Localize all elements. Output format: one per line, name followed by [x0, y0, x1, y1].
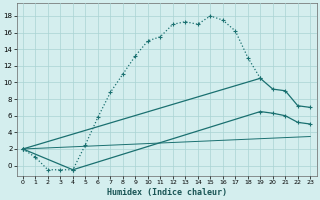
X-axis label: Humidex (Indice chaleur): Humidex (Indice chaleur) — [107, 188, 227, 197]
